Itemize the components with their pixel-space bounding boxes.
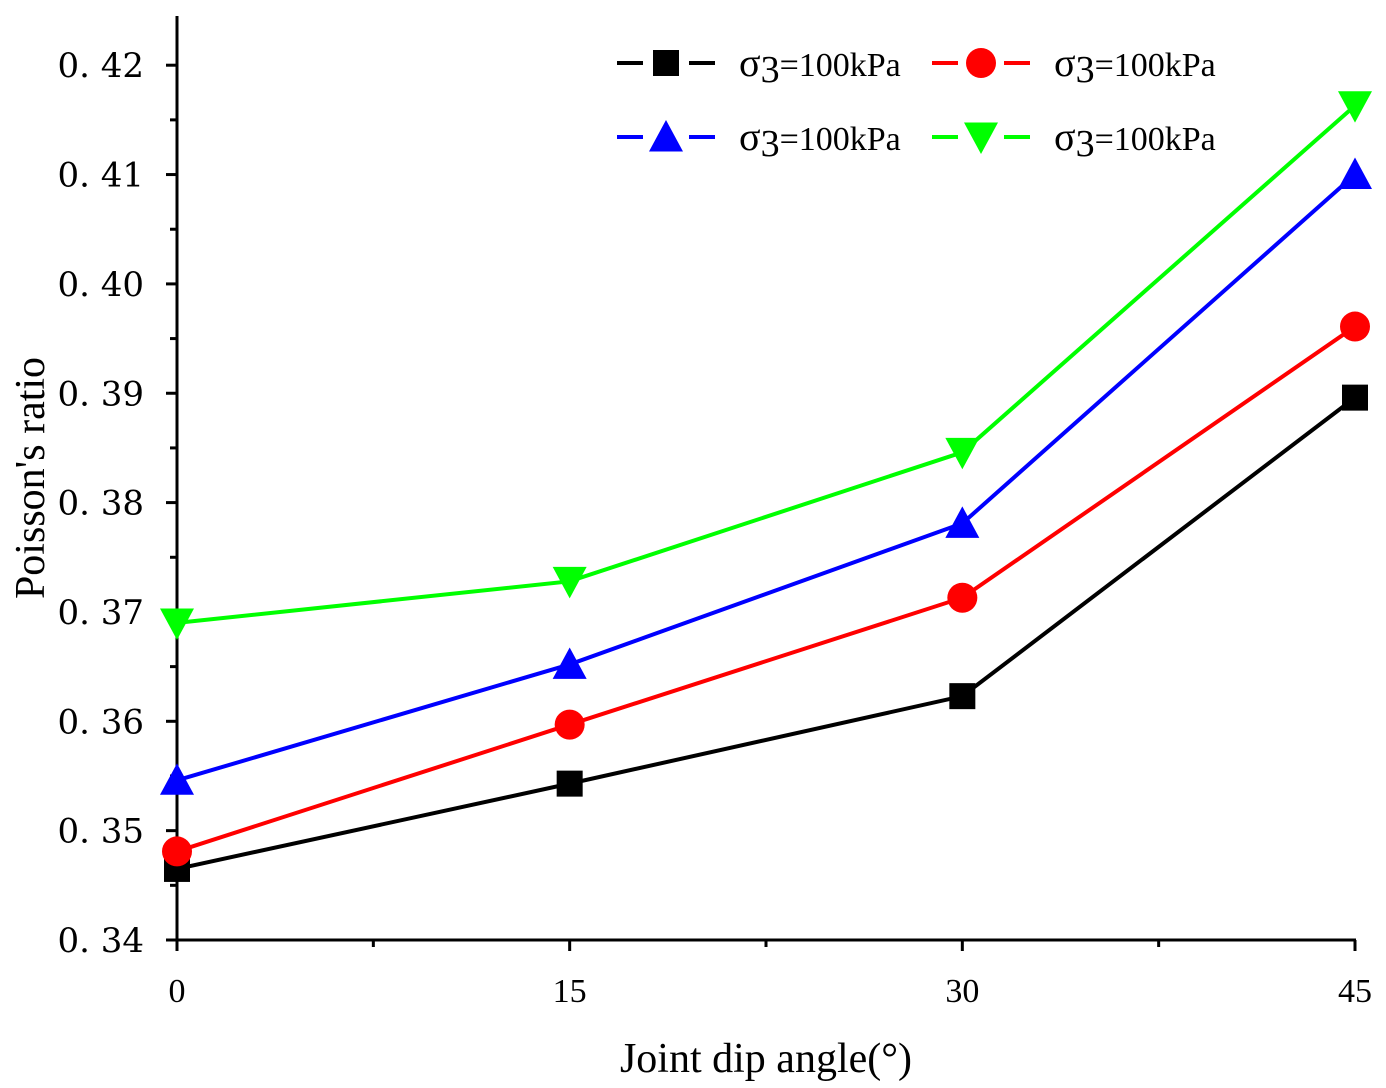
data-point (945, 437, 980, 470)
series-layer (160, 91, 1372, 882)
data-point (949, 683, 976, 710)
x-tick-label: 30 (945, 973, 979, 1010)
series-2 (162, 311, 1370, 867)
legend-item-1: σ3=100kPa (617, 40, 901, 91)
x-axis-title: Joint dip angle(°) (620, 1036, 912, 1082)
y-tick-label: 0. 39 (57, 374, 144, 414)
data-point (947, 582, 978, 613)
legend-item-2: σ3=100kPa (932, 40, 1216, 91)
data-point (160, 763, 194, 795)
legend: σ3=100kPa σ3=100kPa σ3=100kPa σ3=100kPa (617, 40, 1216, 165)
legend-label: σ3=100kPa (1054, 40, 1216, 91)
x-tick-label: 45 (1338, 973, 1372, 1010)
y-tick-label: 0. 38 (57, 484, 144, 524)
y-tick-label: 0. 42 (57, 46, 144, 86)
axes: 0. 34 0. 35 0. 36 0. 37 0. 38 0. 39 0. 40 0. 41… (57, 16, 1372, 1010)
data-point (160, 608, 194, 640)
legend-label: σ3=100kPa (1054, 114, 1216, 165)
series-4 (160, 91, 1372, 640)
y-tick-label: 0. 40 (57, 265, 144, 305)
data-point (556, 770, 583, 797)
series-line (176, 173, 1357, 783)
data-point (1338, 157, 1372, 190)
series-line (176, 396, 1357, 871)
series-1 (164, 384, 1368, 882)
y-tick-label: 0. 41 (57, 156, 144, 196)
data-point (552, 566, 587, 599)
data-point (1338, 91, 1372, 123)
y-tick-label: 0. 37 (57, 593, 144, 633)
series-line (176, 104, 1357, 625)
series-line (176, 324, 1357, 854)
data-point (1340, 311, 1370, 342)
y-tick-label: 0. 35 (57, 812, 144, 852)
legend-marker (964, 122, 998, 154)
data-point (162, 836, 192, 867)
legend-marker (966, 48, 996, 78)
x-tick-label: 15 (553, 973, 587, 1010)
x-tick-label: 0 (169, 973, 186, 1010)
legend-marker (653, 50, 679, 76)
legend-item-3: σ3=100kPa (617, 114, 901, 165)
series-3 (160, 157, 1372, 795)
data-point (945, 506, 980, 538)
legend-label: σ3=100kPa (739, 40, 901, 91)
y-axis-title: Poisson's ratio (8, 357, 54, 599)
legend-marker (649, 120, 683, 152)
y-tick-label: 0. 36 (57, 702, 144, 742)
legend-item-4: σ3=100kPa (932, 114, 1216, 165)
legend-label: σ3=100kPa (739, 114, 901, 165)
y-tick-label: 0. 34 (57, 921, 144, 961)
data-point (552, 647, 587, 679)
data-point (1342, 384, 1368, 411)
data-point (554, 709, 585, 740)
